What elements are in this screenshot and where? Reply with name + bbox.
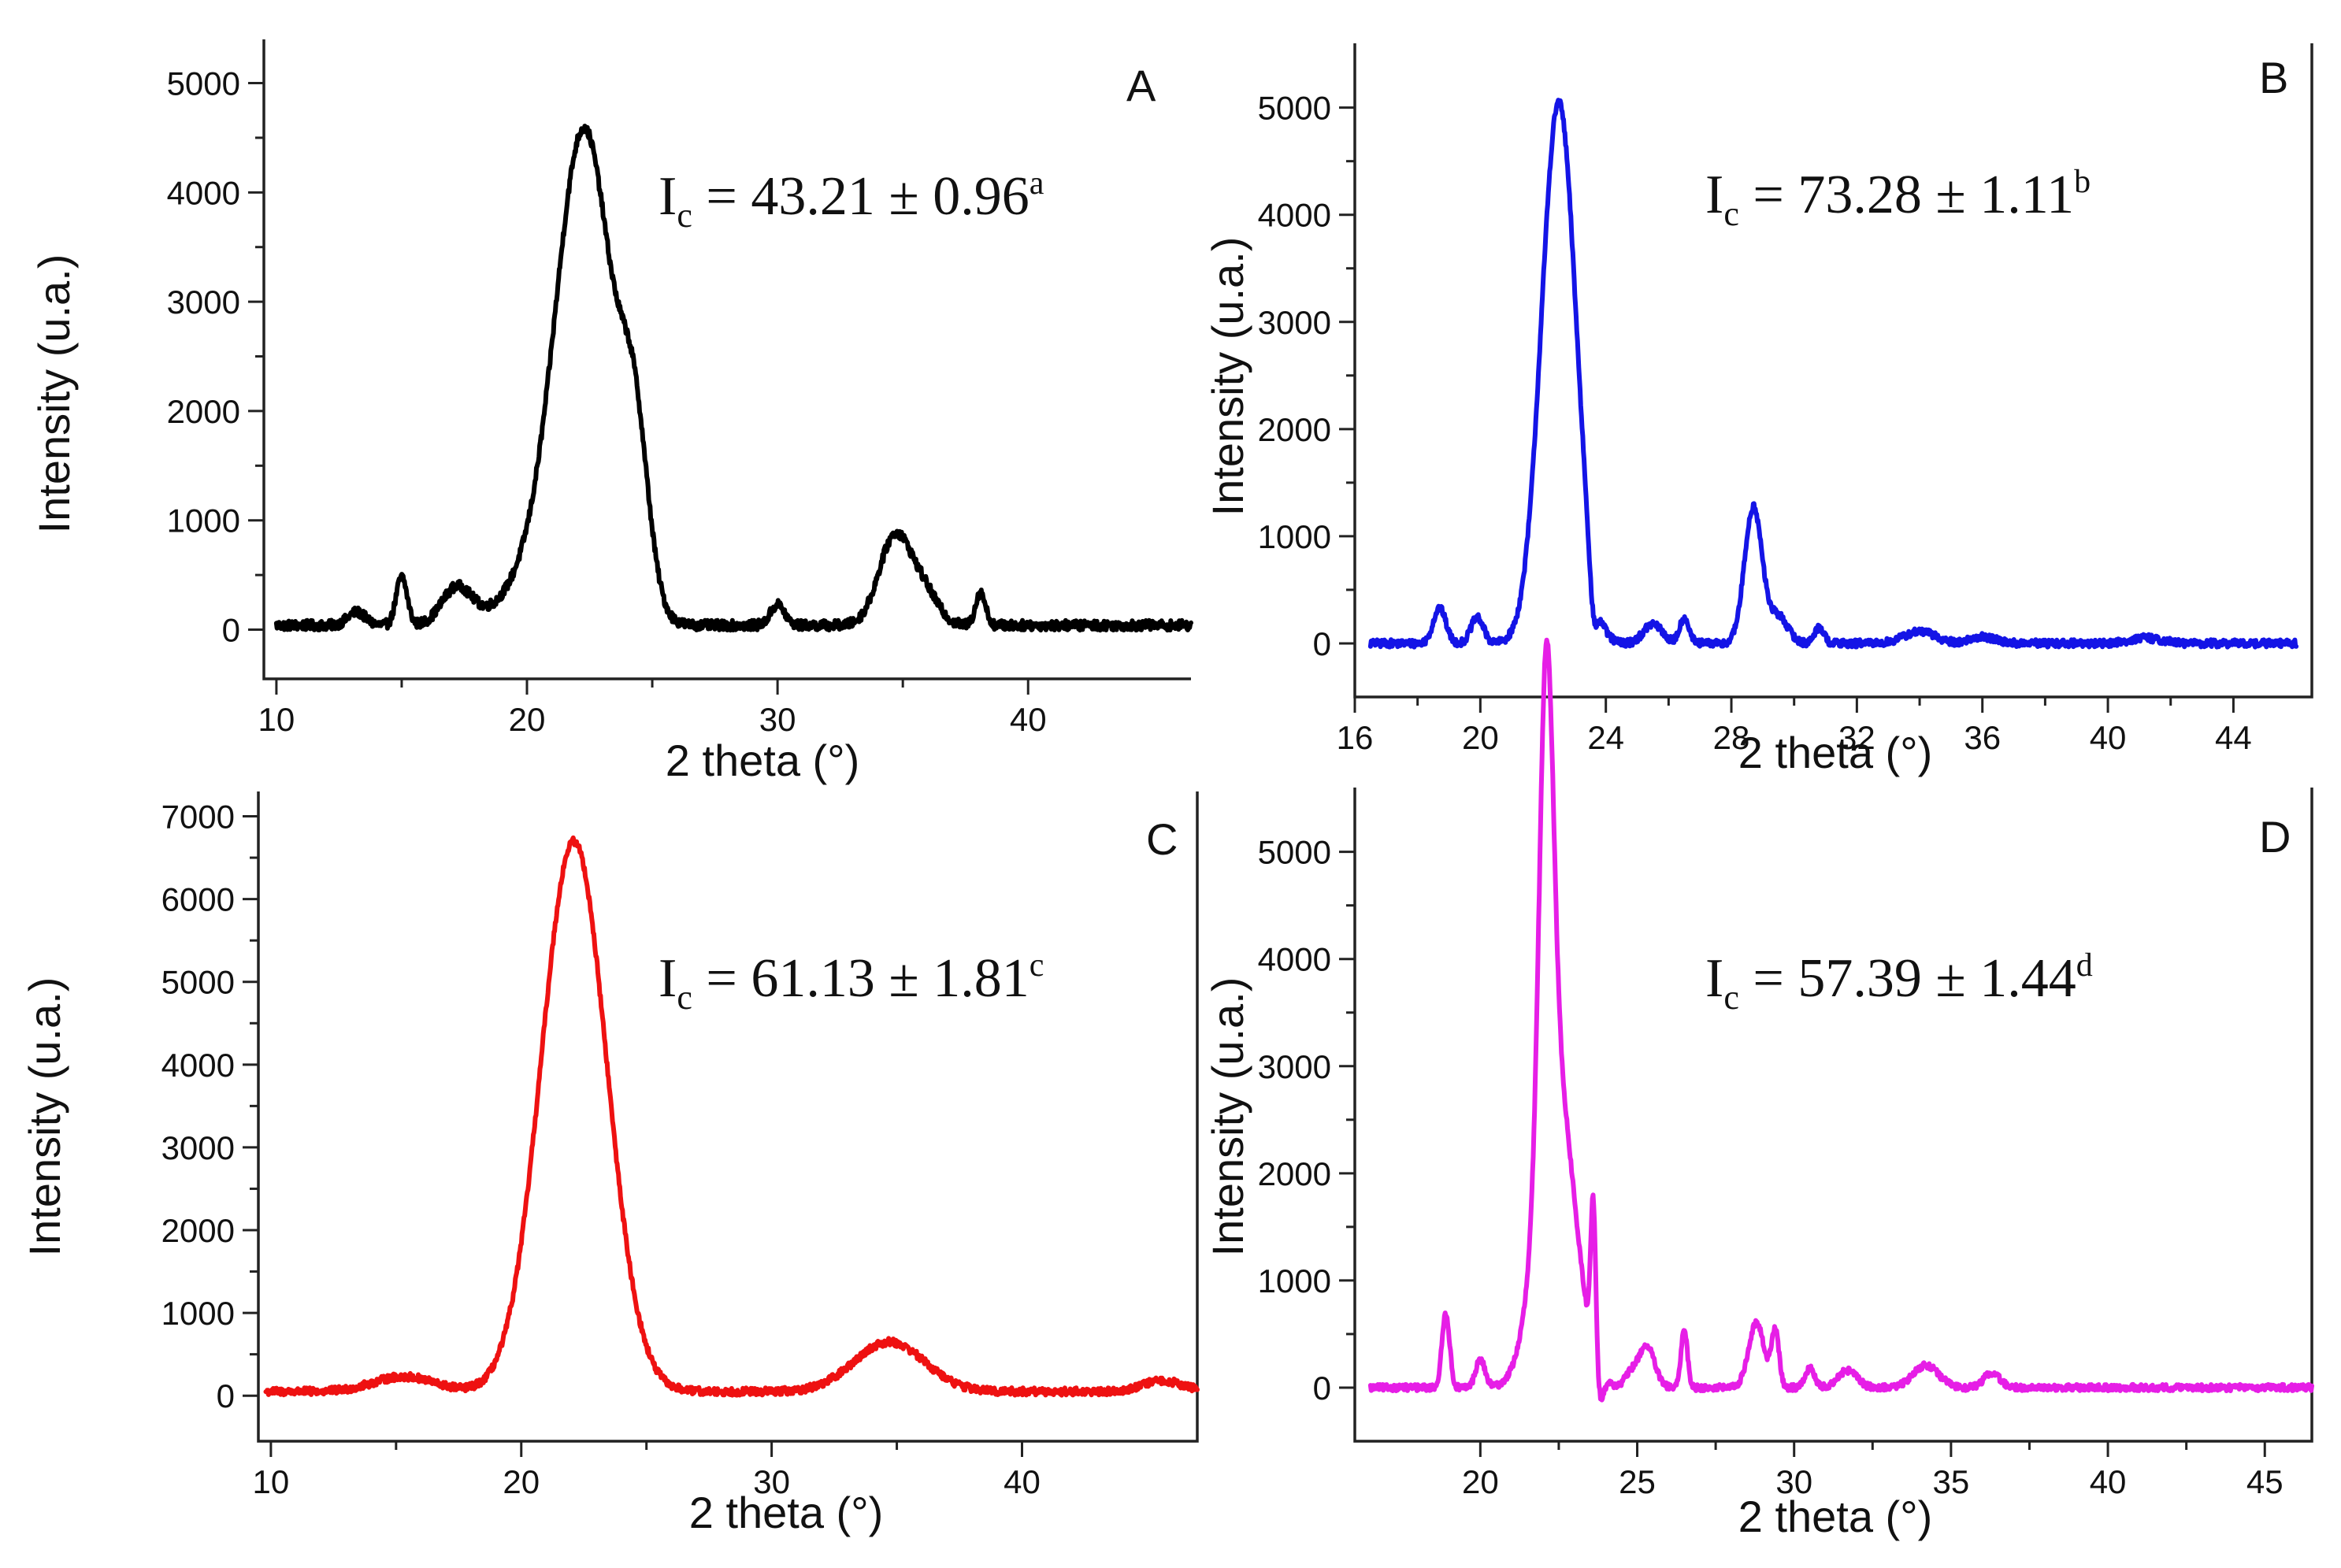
panel-c: 0 1000 2000 3000 4000 5000 6000 7000 10 20 30 40 2 … [20, 791, 1200, 1537]
x-tick-label: 40 [1004, 1463, 1041, 1500]
panel-d-ann-text: = 57.39 ± 1.44 [1739, 948, 2076, 1009]
y-tick-label: 0 [1313, 625, 1331, 662]
panel-d-ann-symbol: I [1705, 948, 1723, 1009]
panel-a: 0 1000 2000 3000 4000 5000 10 20 30 40 2 theta (°… [29, 39, 1193, 785]
panel-a-y-axis-label: Intensity (u.a.) [29, 254, 79, 534]
panel-d: 0 1000 2000 3000 4000 5000 20 25 30 35 40 45 2 thet… [1203, 637, 2314, 1541]
panel-b-ann-text: = 73.28 ± 1.11 [1739, 165, 2074, 225]
panel-d-y-axis-label: Intensity (u.a.) [1203, 977, 1252, 1257]
panel-c-crystallinity-annotation: Ic = 61.13 ± 1.81c [659, 947, 1044, 1017]
y-tick-label: 6000 [161, 881, 235, 918]
panel-a-letter: A [1126, 61, 1156, 110]
x-tick-label: 28 [1713, 719, 1750, 756]
x-tick-label: 20 [1462, 1463, 1499, 1500]
panel-c-ann-sup: c [1030, 947, 1044, 984]
panel-a-ann-text: = 43.21 ± 0.96 [692, 166, 1030, 227]
x-tick-label: 20 [509, 701, 546, 738]
y-tick-label: 5000 [1258, 90, 1331, 127]
x-tick-label: 35 [1933, 1463, 1970, 1500]
panel-b-ann-symbol: I [1705, 165, 1723, 225]
y-tick-label: 5000 [167, 65, 240, 102]
panel-a-ann-symbol: I [659, 166, 677, 227]
y-tick-label: 4000 [1258, 197, 1331, 234]
y-tick-label: 0 [1313, 1370, 1331, 1407]
x-tick-label: 30 [759, 701, 796, 738]
panel-d-letter: D [2259, 812, 2291, 862]
panel-b-letter: B [2259, 53, 2288, 102]
panel-a-x-axis-label: 2 theta (°) [666, 736, 860, 785]
panel-c-series-line [263, 835, 1200, 1398]
x-tick-label: 45 [2246, 1463, 2283, 1500]
panel-c-x-axis-label: 2 theta (°) [689, 1488, 884, 1537]
y-tick-label: 5000 [161, 964, 235, 1001]
x-tick-label: 16 [1337, 719, 1374, 756]
y-tick-label: 1000 [167, 502, 240, 539]
y-tick-label: 2000 [1258, 411, 1331, 448]
panel-d-ann-sub: c [1723, 978, 1739, 1017]
panel-b-crystallinity-annotation: Ic = 73.28 ± 1.11b [1705, 164, 2091, 233]
panel-c-y-axis-label: Intensity (u.a.) [20, 977, 69, 1257]
x-tick-label: 30 [753, 1463, 790, 1500]
y-tick-label: 1000 [161, 1295, 235, 1332]
y-tick-label: 3000 [1258, 304, 1331, 341]
panel-d-ticks: 0 1000 2000 3000 4000 5000 20 25 30 35 40 45 [1258, 834, 2283, 1500]
panel-c-ann-sub: c [677, 978, 692, 1017]
x-tick-label: 40 [1010, 701, 1047, 738]
panel-b-ann-sub: c [1723, 195, 1739, 233]
panel-c-ann-symbol: I [659, 948, 677, 1009]
y-tick-label: 1000 [1258, 518, 1331, 555]
panel-c-axes [257, 791, 1199, 1443]
x-tick-label: 40 [2090, 1463, 2127, 1500]
panel-b-axes [1353, 43, 2313, 699]
panel-b-y-axis-label: Intensity (u.a.) [1203, 237, 1252, 517]
y-tick-label: 3000 [167, 284, 240, 321]
x-tick-label: 20 [503, 1463, 540, 1500]
y-tick-label: 7000 [161, 799, 235, 836]
panel-a-ticks: 0 1000 2000 3000 4000 5000 10 20 30 40 [167, 65, 1047, 738]
panel-a-ann-sub: c [677, 196, 692, 235]
panel-c-ann-text: = 61.13 ± 1.81 [692, 948, 1030, 1009]
y-tick-label: 3000 [161, 1129, 235, 1166]
x-tick-label: 32 [1838, 719, 1875, 756]
x-tick-label: 10 [253, 1463, 290, 1500]
y-tick-label: 4000 [1258, 941, 1331, 978]
y-tick-label: 1000 [1258, 1262, 1331, 1299]
x-tick-label: 40 [2090, 719, 2127, 756]
panel-c-ticks: 0 1000 2000 3000 4000 5000 6000 7000 10 20 30 40 [161, 799, 1041, 1500]
x-tick-label: 30 [1775, 1463, 1812, 1500]
panel-a-series-line [273, 124, 1193, 633]
panel-d-axes [1353, 788, 2313, 1443]
y-tick-label: 2000 [1258, 1155, 1331, 1192]
panel-d-crystallinity-annotation: Ic = 57.39 ± 1.44d [1705, 947, 2093, 1017]
y-tick-label: 4000 [161, 1047, 235, 1084]
panel-a-crystallinity-annotation: Ic = 43.21 ± 0.96a [659, 165, 1044, 235]
y-tick-label: 5000 [1258, 834, 1331, 871]
y-tick-label: 2000 [167, 393, 240, 430]
panel-b-x-axis-label: 2 theta (°) [1738, 728, 1933, 777]
panel-a-axes [262, 39, 1191, 680]
x-tick-label: 10 [258, 701, 295, 738]
panel-d-ann-sup: d [2076, 947, 2093, 984]
x-tick-label: 25 [1619, 1463, 1656, 1500]
panel-c-letter: C [1146, 814, 1178, 864]
x-tick-label: 36 [1964, 719, 2001, 756]
y-tick-label: 2000 [161, 1212, 235, 1249]
y-tick-label: 4000 [167, 174, 240, 211]
x-tick-label: 24 [1587, 719, 1624, 756]
y-tick-label: 0 [217, 1377, 235, 1414]
x-tick-label: 44 [2215, 719, 2252, 756]
y-tick-label: 0 [222, 612, 240, 649]
panel-b-ticks: 0 1000 2000 3000 4000 5000 16 20 24 28 32 36 40 44 [1258, 90, 2252, 756]
y-tick-label: 3000 [1258, 1048, 1331, 1085]
panel-a-ann-sup: a [1030, 165, 1044, 202]
panel-b-series-line [1367, 98, 2299, 650]
x-tick-label: 20 [1462, 719, 1499, 756]
panel-d-x-axis-label: 2 theta (°) [1738, 1492, 1933, 1541]
panel-b: 0 1000 2000 3000 4000 5000 16 20 24 28 32 36 40 44 2 … [1203, 43, 2313, 777]
panel-d-series-line [1367, 637, 2314, 1403]
panel-b-ann-sup: b [2074, 164, 2091, 200]
